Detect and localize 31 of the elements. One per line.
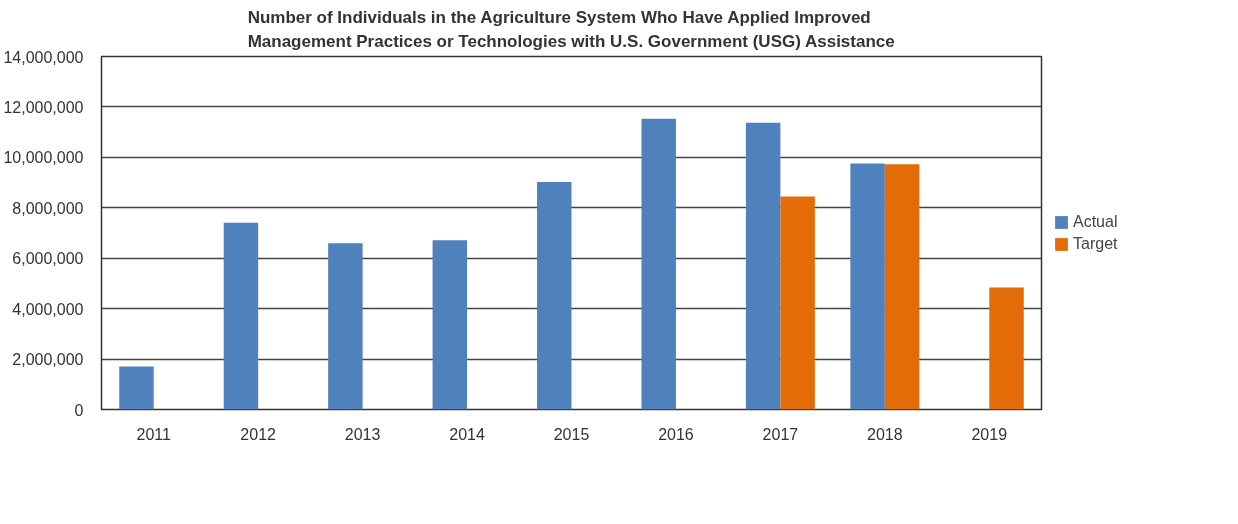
bar	[884, 164, 920, 410]
x-tick-label: 2012	[240, 425, 277, 443]
x-tick-label: 2017	[762, 425, 799, 443]
y-tick-label: 10,000,000	[3, 149, 84, 167]
y-tick-label: 2,000,000	[12, 351, 84, 369]
x-tick-label: 2018	[867, 425, 903, 443]
y-tick-label: 0	[74, 401, 84, 419]
legend-label: Target	[1073, 234, 1118, 253]
bar	[432, 240, 468, 410]
x-tick-label: 2013	[344, 425, 381, 443]
bar	[850, 163, 885, 410]
y-tick-label: 12,000,000	[3, 98, 84, 116]
bar	[223, 222, 259, 410]
y-tick-label: 6,000,000	[12, 250, 84, 268]
chart-title: Number of Individuals in the Agriculture System Who Have Applied Improved Management Practices or Technologies with U.S. Government (USG) Assistance	[247, 7, 895, 52]
legend-label: Actual	[1073, 212, 1118, 231]
y-tick-label: 14,000,000	[3, 48, 84, 66]
y-tick-label: 8,000,000	[12, 199, 84, 217]
x-tick-label: 2016	[658, 425, 694, 443]
bar	[641, 118, 676, 410]
bar	[328, 243, 363, 410]
x-tick-label: 2014	[449, 425, 485, 443]
bar	[989, 287, 1024, 410]
bar	[780, 196, 815, 410]
bar	[745, 122, 781, 410]
y-tick-label: 4,000,000	[12, 300, 84, 318]
x-tick-label: 2019	[971, 425, 1008, 443]
bar	[537, 182, 572, 410]
x-tick-label: 2015	[553, 425, 590, 443]
bar	[119, 366, 154, 410]
x-tick-label: 2011	[136, 425, 172, 443]
